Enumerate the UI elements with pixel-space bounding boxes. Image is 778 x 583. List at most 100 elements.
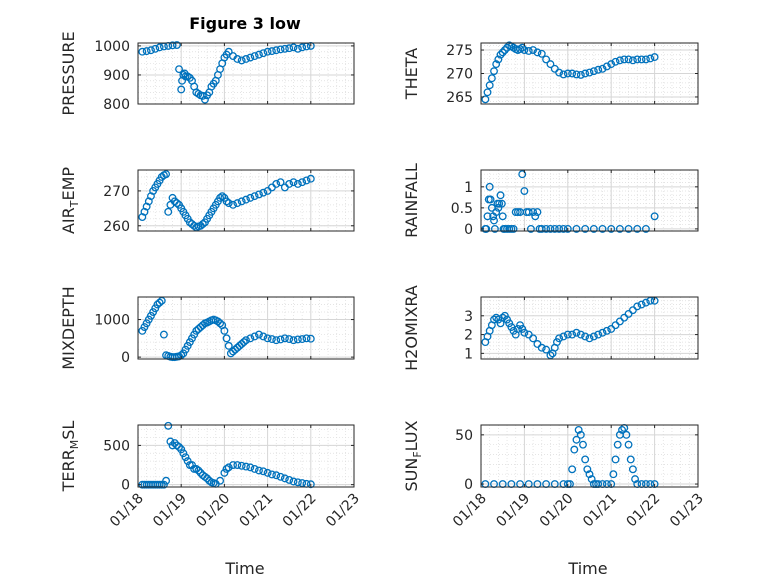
data-point-terr_msl: [250, 464, 259, 473]
plot-area-pressure: [138, 43, 354, 104]
y-tick-label: 500: [103, 438, 130, 454]
data-point-mixdepth: [220, 326, 229, 335]
y-tick-label: 270: [446, 67, 473, 83]
y-tick-label: 270: [103, 184, 130, 200]
data-point-terr_msl: [237, 461, 246, 470]
data-point-h2omixra: [542, 345, 551, 354]
data-point-air_temp: [255, 190, 263, 199]
data-point-air_temp: [172, 199, 181, 208]
data-point-rainfall: [533, 208, 542, 217]
y-tick-label: 800: [103, 97, 130, 113]
data-point-air_temp: [250, 192, 259, 201]
data-point-theta: [637, 55, 646, 64]
data-point-rainfall: [542, 224, 551, 233]
data-point-pressure: [155, 43, 164, 52]
data-point-theta: [533, 48, 542, 57]
data-point-theta: [607, 60, 616, 69]
data-point-rainfall: [624, 224, 633, 233]
data-point-h2omixra: [633, 302, 642, 311]
y-tick-label: 260: [103, 219, 130, 235]
data-point-theta: [555, 68, 564, 77]
data-point-mixdepth: [298, 335, 307, 344]
data-point-pressure: [237, 56, 246, 65]
axes-box-air_temp: [137, 169, 355, 232]
data-point-rainfall: [572, 224, 581, 233]
data-point-rainfall: [497, 199, 506, 208]
data-point-mixdepth: [242, 336, 250, 345]
data-point-air_temp: [293, 179, 302, 188]
data-point-theta: [481, 95, 490, 104]
data-point-theta: [598, 64, 607, 73]
plot-area-mixdepth: [138, 297, 354, 359]
data-point-terr_msl: [179, 449, 188, 458]
data-point-pressure: [293, 44, 302, 53]
data-point-terr_msl: [205, 476, 214, 485]
data-point-mixdepth: [276, 335, 285, 344]
data-point-mixdepth: [222, 334, 231, 343]
data-point-sun_flux: [572, 435, 581, 444]
data-point-pressure: [276, 45, 285, 54]
axes-box-h2omixra: [480, 296, 699, 360]
y-axis-label-theta: THETA: [402, 48, 421, 100]
data-point-terr_msl: [194, 466, 203, 475]
data-point-h2omixra: [602, 326, 611, 335]
data-point-mixdepth: [302, 334, 311, 343]
panel-pressure: 800 900 1000 PRESSURE: [59, 31, 355, 116]
data-point-h2omixra: [559, 332, 568, 341]
data-point-mixdepth: [239, 338, 248, 347]
data-point-theta: [490, 67, 498, 76]
panel-mixdepth: 0 1000 MIXDEPTH: [59, 286, 355, 370]
data-point-rainfall: [485, 182, 494, 191]
data-point-h2omixra: [537, 343, 546, 352]
data-point-pressure: [267, 47, 276, 56]
axes-box-sun_flux: [480, 424, 699, 488]
data-point-rainfall: [498, 212, 507, 221]
data-point-terr_msl: [267, 470, 276, 479]
data-point-rainfall: [650, 212, 659, 221]
y-axis-label-pressure: PRESSURE: [59, 31, 78, 115]
data-point-mixdepth: [280, 334, 289, 343]
data-point-terr_msl: [280, 474, 289, 483]
data-point-pressure: [263, 47, 272, 56]
data-point-h2omixra: [572, 328, 581, 337]
data-point-mixdepth: [250, 332, 259, 341]
data-point-air_temp: [237, 197, 246, 206]
data-point-mixdepth: [289, 336, 298, 345]
y-tick-label: 0: [464, 477, 473, 493]
data-point-sun_flux: [568, 465, 577, 474]
data-point-terr_msl: [242, 462, 250, 471]
data-point-air_temp: [306, 174, 315, 183]
data-point-theta: [589, 67, 598, 76]
data-point-pressure: [255, 50, 263, 59]
data-point-theta: [585, 68, 594, 77]
data-point-theta: [487, 74, 496, 83]
data-point-air_temp: [224, 199, 233, 208]
data-point-air_temp: [222, 197, 231, 206]
data-point-terr_msl: [177, 445, 186, 454]
data-point-rainfall: [546, 224, 555, 233]
data-point-air_temp: [198, 220, 207, 228]
data-point-theta: [498, 48, 507, 57]
data-point-terr_msl: [276, 472, 285, 481]
data-point-sun_flux: [631, 475, 640, 484]
data-point-rainfall: [589, 224, 598, 233]
data-point-rainfall: [520, 187, 529, 195]
data-point-sun_flux: [587, 475, 596, 484]
data-point-rainfall: [483, 212, 492, 221]
data-point-h2omixra: [555, 334, 564, 343]
data-point-rainfall: [555, 224, 564, 233]
data-point-terr_msl: [255, 466, 263, 475]
data-point-mixdepth: [263, 334, 272, 343]
x-axis-label-right: Time: [567, 559, 607, 578]
data-point-pressure: [259, 49, 268, 58]
y-tick-label: 1: [464, 346, 473, 362]
y-tick-label: 3: [464, 309, 473, 325]
data-point-theta: [485, 81, 494, 90]
data-point-terr_msl: [192, 464, 201, 473]
data-point-air_temp: [242, 195, 250, 204]
data-point-terr_msl: [272, 471, 281, 480]
data-point-theta: [496, 50, 505, 59]
data-point-h2omixra: [589, 332, 598, 341]
data-point-sun_flux: [609, 470, 618, 479]
data-point-air_temp: [164, 207, 173, 216]
